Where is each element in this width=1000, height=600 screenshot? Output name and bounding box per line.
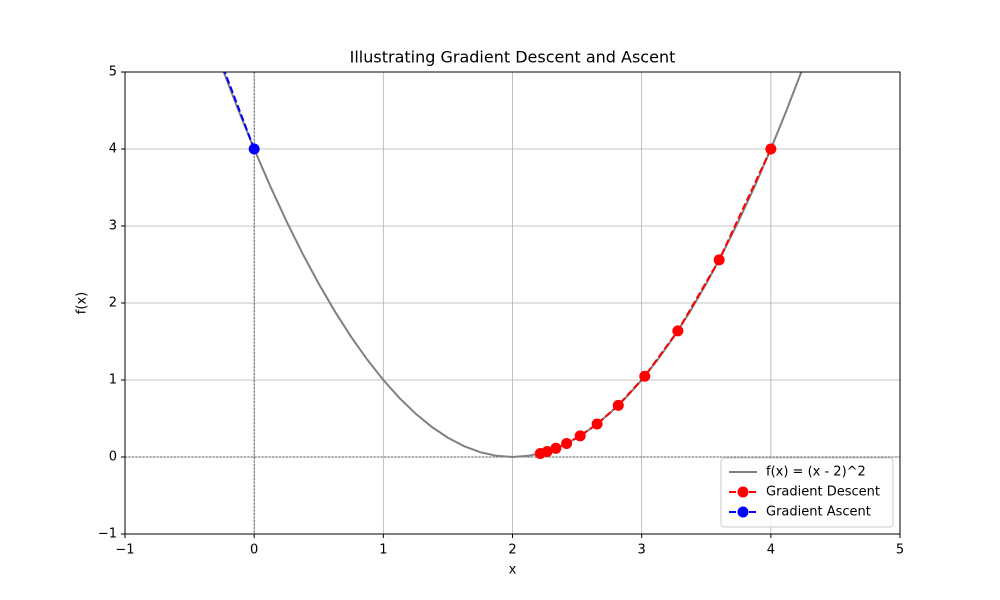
data-point	[639, 370, 651, 382]
legend-marker	[737, 486, 749, 498]
legend-label: Gradient Descent	[766, 485, 880, 500]
y-axis-label: f(x)	[75, 292, 90, 314]
y-tick-label: 0	[109, 450, 117, 465]
legend-box	[720, 457, 894, 528]
legend-label: Gradient Ascent	[766, 505, 871, 520]
legend-marker	[737, 506, 749, 518]
legend-label: f(x) = (x - 2)^2	[766, 465, 866, 480]
series-line	[223, 72, 256, 150]
data-point	[591, 418, 603, 430]
y-tick-label: 4	[109, 142, 117, 157]
data-point	[550, 442, 562, 454]
x-tick-label: 5	[896, 543, 904, 558]
x-tick-label: 3	[638, 543, 646, 558]
data-point	[765, 143, 777, 155]
data-point	[574, 430, 586, 442]
y-tick-label: 5	[109, 65, 117, 80]
data-point	[672, 325, 684, 337]
x-tick-label: 4	[767, 543, 775, 558]
data-point	[713, 254, 725, 266]
x-tick-label: 0	[250, 543, 258, 558]
plot-area	[222, 72, 803, 459]
x-tick-label: 1	[379, 543, 387, 558]
chart-title: Illustrating Gradient Descent and Ascent	[350, 48, 676, 67]
x-axis-label: x	[509, 563, 517, 578]
y-tick-label: 1	[109, 373, 117, 388]
axes: −1 0 1 2 3 4 5 −1 0 1 2 3 4 5	[98, 65, 904, 558]
data-point	[561, 437, 573, 449]
legend: f(x) = (x - 2)^2 Gradient Descent Gradient…	[720, 457, 894, 528]
y-tick-label: 3	[109, 219, 117, 234]
data-point	[248, 143, 260, 155]
x-tick-label: 2	[508, 543, 516, 558]
x-tick-label: −1	[115, 543, 134, 558]
y-tick-label: −1	[98, 527, 117, 542]
y-tick-label: 2	[109, 296, 117, 311]
data-point	[534, 447, 546, 459]
data-point	[612, 399, 624, 411]
